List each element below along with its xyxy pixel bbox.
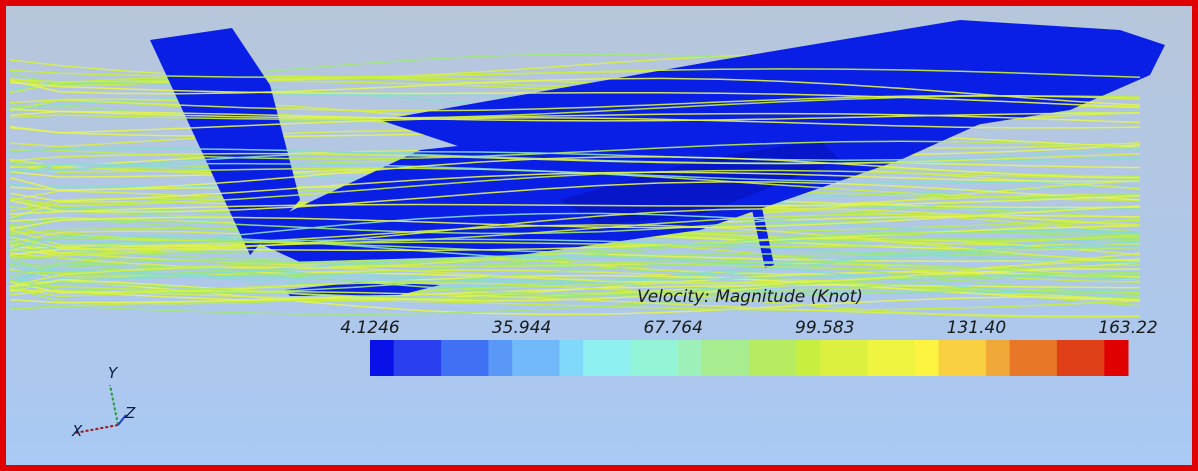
colorbar-segment bbox=[631, 340, 655, 376]
colorbar-segment bbox=[844, 340, 868, 376]
colorbar-tick-label: 35.944 bbox=[492, 318, 551, 338]
colorbar-segment bbox=[725, 340, 749, 376]
colorbar-tick-label: 67.764 bbox=[643, 318, 702, 338]
colorbar-tick-label: 99.583 bbox=[795, 318, 854, 338]
colorbar-segment bbox=[1033, 340, 1057, 376]
x-label: X bbox=[71, 422, 83, 440]
colorbar-segment bbox=[370, 340, 394, 376]
colorbar bbox=[370, 340, 1129, 376]
colorbar-segment bbox=[915, 340, 939, 376]
colorbar-segment bbox=[1010, 340, 1034, 376]
colorbar-segment bbox=[607, 340, 631, 376]
colorbar-segment bbox=[465, 340, 489, 376]
colorbar-segment bbox=[512, 340, 536, 376]
colorbar-segment bbox=[749, 340, 773, 376]
colorbar-segment bbox=[1081, 340, 1105, 376]
colorbar-segment bbox=[820, 340, 844, 376]
colorbar-segment bbox=[583, 340, 607, 376]
colorbar-segment bbox=[654, 340, 678, 376]
colorbar-tick-label: 163.22 bbox=[1098, 318, 1157, 338]
colorbar-segment bbox=[394, 340, 418, 376]
colorbar-segment bbox=[1104, 340, 1128, 376]
colorbar-segment bbox=[939, 340, 963, 376]
colorbar-segment bbox=[417, 340, 441, 376]
colorbar-segment bbox=[702, 340, 726, 376]
colorbar-segment bbox=[891, 340, 915, 376]
colorbar-tick-label: 4.1246 bbox=[340, 318, 400, 338]
render-view: Velocity: Magnitude (Knot) 4.1246 35.944 6… bbox=[0, 0, 1198, 471]
z-label: Z bbox=[124, 404, 136, 422]
colorbar-segment bbox=[678, 340, 702, 376]
colorbar-segment bbox=[441, 340, 465, 376]
colorbar-tick-label: 131.40 bbox=[947, 318, 1006, 338]
colorbar-segment bbox=[488, 340, 512, 376]
colorbar-segment bbox=[986, 340, 1010, 376]
colorbar-segment bbox=[962, 340, 986, 376]
colorbar-segment bbox=[536, 340, 560, 376]
page: {"colorbar": {"title": "Velocity: Magnit… bbox=[0, 0, 1198, 471]
colorbar-segment bbox=[560, 340, 584, 376]
colorbar-segment bbox=[867, 340, 891, 376]
colorbar-title: Velocity: Magnitude (Knot) bbox=[637, 287, 863, 307]
colorbar-segment bbox=[796, 340, 820, 376]
colorbar-segment bbox=[1057, 340, 1081, 376]
colorbar-segment bbox=[773, 340, 797, 376]
